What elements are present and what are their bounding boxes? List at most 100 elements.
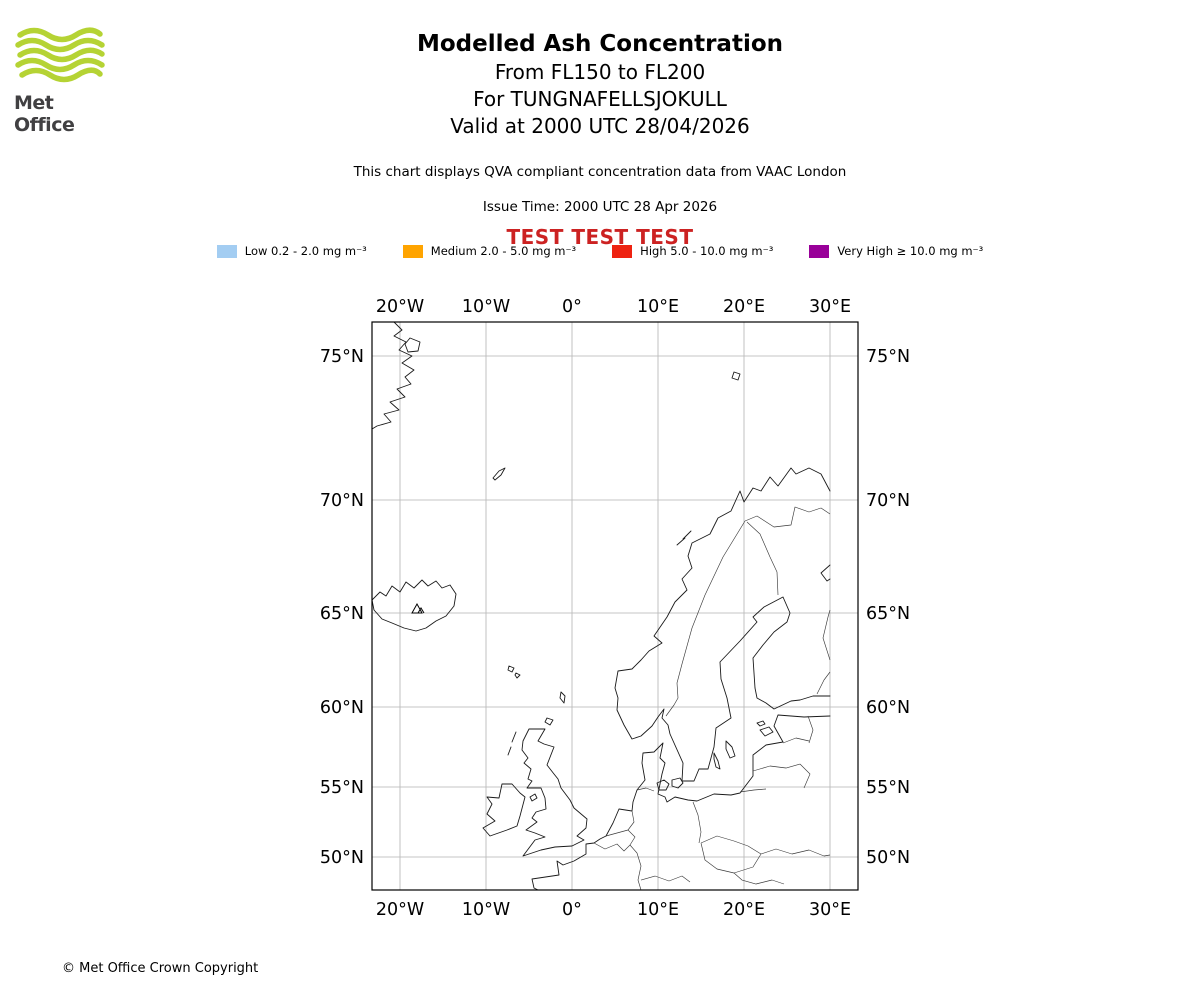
coastline-gotland (725, 740, 736, 759)
met-office-wordmark: Met Office (14, 92, 75, 136)
border-france-germany (636, 852, 642, 890)
lat-label-left: 50°N (320, 848, 364, 868)
legend-label-low: Low 0.2 - 2.0 mg m⁻³ (244, 244, 367, 258)
valid-time-subtitle: Valid at 2000 UTC 28/04/2026 (450, 113, 750, 138)
copyright-notice: © Met Office Crown Copyright (62, 961, 259, 976)
border-lithuania-belarus (799, 763, 811, 789)
lon-label-top: 30°E (809, 297, 851, 317)
lon-label-top: 20°E (723, 297, 765, 317)
legend-swatch-medium (402, 244, 423, 258)
lon-label-top: 10°E (637, 297, 679, 317)
coastline-ireland (482, 783, 526, 837)
border-denmark-germany (636, 787, 655, 792)
border-belgium-france (593, 842, 631, 852)
wave-line (17, 27, 103, 43)
border-netherlands-germany (627, 810, 635, 831)
wave-line (15, 57, 105, 73)
lat-label-left: 60°N (320, 698, 364, 718)
lon-label-top: 0° (562, 297, 582, 317)
lat-label-right: 55°N (866, 778, 910, 798)
chart-title: Modelled Ash Concentration (416, 31, 784, 57)
lon-label-bottom: 30°E (809, 900, 851, 920)
lon-label-bottom: 20°E (723, 900, 765, 920)
coastline-jan-mayen (492, 467, 506, 481)
lat-label-left: 75°N (320, 347, 364, 367)
legend-swatch-high (612, 244, 633, 258)
met-office-waves-icon (15, 27, 105, 83)
qva-compliance-note: This chart displays QVA compliant concen… (353, 163, 847, 180)
border-austria (733, 872, 785, 885)
coastline-scandinavia (614, 467, 831, 782)
coastline-bear-island (731, 371, 741, 381)
coastline-saaremaa (756, 720, 774, 737)
border-estonia-latvia (782, 737, 810, 744)
lat-label-left: 65°N (320, 604, 364, 624)
legend: Low 0.2 - 2.0 mg m⁻³ Medium 2.0 - 5.0 mg… (0, 244, 1200, 258)
legend-item-high: High 5.0 - 10.0 mg m⁻³ (612, 244, 773, 258)
legend-item-low: Low 0.2 - 2.0 mg m⁻³ (216, 244, 367, 258)
map-svg: 20°W 10°W 0° 10°E 20°E 30°E 20°W 10°W 0°… (320, 297, 910, 920)
lat-label-left: 55°N (320, 778, 364, 798)
lat-label-right: 60°N (866, 698, 910, 718)
coastline-lofoten (676, 530, 692, 546)
border-finland-russia-mid (822, 609, 831, 661)
lon-label-bottom: 0° (562, 900, 582, 920)
coastline-greenland-island (404, 337, 421, 353)
flight-level-subtitle: From FL150 to FL200 (494, 59, 706, 84)
lon-label-bottom: 10°W (462, 900, 510, 920)
map-canvas (372, 322, 858, 890)
met-office-logo: Met Office (14, 26, 114, 136)
coastline-oland (713, 752, 721, 770)
legend-item-medium: Medium 2.0 - 5.0 mg m⁻³ (402, 244, 577, 258)
chart-header: Modelled Ash Concentration From FL150 to… (0, 30, 1200, 249)
border-finland-russia-south (816, 671, 831, 695)
lon-label-top: 10°W (462, 297, 510, 317)
coastline-hebrides (507, 731, 517, 756)
lat-label-right: 65°N (866, 604, 910, 624)
coastline-iceland (372, 579, 457, 632)
map-frame (371, 321, 859, 891)
lat-label-right: 75°N (866, 347, 910, 367)
border-germany-poland (692, 801, 702, 844)
coastline-faroe-islands (507, 665, 521, 679)
lon-label-top: 20°W (376, 297, 424, 317)
border-netherlands-belgium (605, 829, 629, 837)
legend-label-high: High 5.0 - 10.0 mg m⁻³ (640, 244, 774, 258)
border-czech (700, 835, 762, 874)
lon-label-bottom: 20°W (376, 900, 424, 920)
lat-label-right: 70°N (866, 491, 910, 511)
border-belgium-germany (627, 829, 638, 854)
test-banner: TEST TEST TEST (506, 224, 694, 249)
border-slovakia-hungary (760, 848, 831, 857)
lat-label-left: 70°N (320, 491, 364, 511)
legend-item-very-high: Very High ≥ 10.0 mg m⁻³ (809, 244, 983, 258)
ash-map: 20°W 10°W 0° 10°E 20°E 30°E 20°W 10°W 0°… (300, 292, 930, 927)
coastline-white-sea-inlet (820, 564, 831, 582)
issue-time: Issue Time: 2000 UTC 28 Apr 2026 (482, 198, 718, 215)
coastline-great-britain (521, 728, 588, 857)
coastline-orkney (544, 717, 554, 726)
coastline-danish-islands (656, 777, 684, 791)
border-latvia-lithuania (752, 763, 801, 772)
lon-label-bottom: 10°E (637, 900, 679, 920)
lat-label-right: 50°N (866, 848, 910, 868)
border-switzerland (640, 875, 691, 883)
coastline-isle-of-man (529, 793, 538, 802)
volcano-marker (411, 602, 425, 614)
border-norway-sweden-finland-russia (665, 506, 831, 717)
legend-label-medium: Medium 2.0 - 5.0 mg m⁻³ (430, 244, 577, 258)
wave-line (17, 47, 105, 63)
wave-line (19, 67, 103, 83)
border-sweden-finland (746, 521, 779, 596)
wave-line (15, 37, 105, 53)
legend-swatch-very-high (809, 244, 830, 258)
border-russia-baltics (807, 715, 814, 744)
legend-label-very-high: Very High ≥ 10.0 mg m⁻³ (837, 244, 984, 258)
graticule-grid (372, 322, 858, 890)
coastline-baltic-continental (531, 714, 831, 890)
coastline-shetland (559, 691, 566, 704)
volcano-subtitle: For TUNGNAFELLSJOKULL (473, 86, 727, 111)
legend-swatch-low (216, 244, 237, 258)
coastline-greenland (372, 322, 415, 430)
